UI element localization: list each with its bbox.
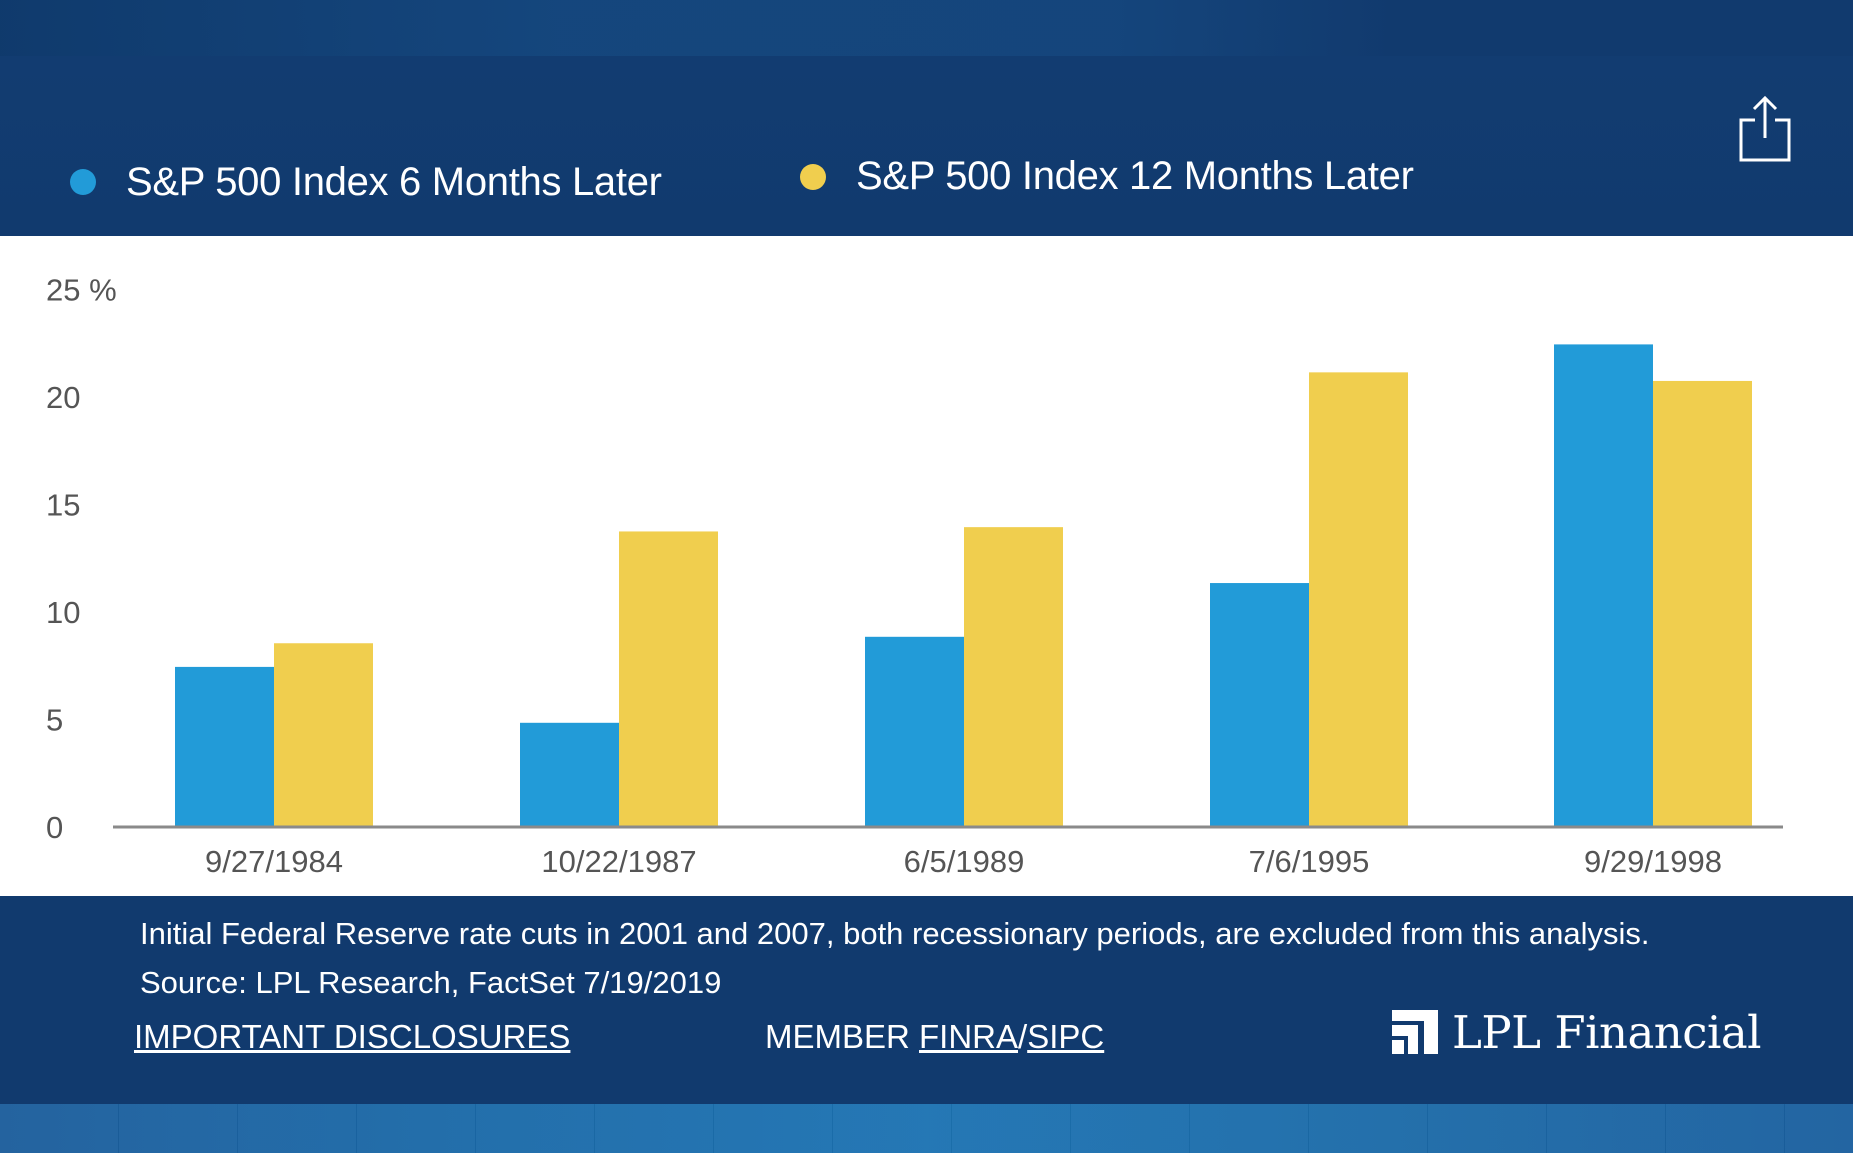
header-stripe xyxy=(0,0,1853,56)
lpl-financial-logo: LPL Financial xyxy=(1392,1006,1762,1059)
x-tick-label: 9/27/1984 xyxy=(205,844,343,879)
legend-label-12-months: S&P 500 Index 12 Months Later xyxy=(856,154,1414,198)
bottom-strip xyxy=(0,1104,1853,1153)
header-band: S&P 500 Index 6 Months Later S&P 500 Ind… xyxy=(0,0,1853,236)
bar-6-months xyxy=(865,636,964,826)
bar-6-months xyxy=(175,666,274,826)
member-prefix: MEMBER xyxy=(765,1018,920,1055)
chart-area: 0 5 10 15 20 25 % 9/27/1984 10/22/1987 6/5/1989 7… xyxy=(0,236,1853,896)
bar-12-months xyxy=(964,527,1063,826)
legend-item-6-months: S&P 500 Index 6 Months Later xyxy=(70,160,662,205)
bottom-strip-tiles xyxy=(0,1104,1853,1153)
footnote-source: Source: LPL Research, FactSet 7/19/2019 xyxy=(140,965,722,1000)
x-tick-label: 6/5/1989 xyxy=(904,844,1025,879)
share-button[interactable] xyxy=(1737,92,1793,164)
member-line: MEMBER FINRA/SIPC xyxy=(765,1018,1104,1056)
x-tick-label: 7/6/1995 xyxy=(1249,844,1370,879)
legend-item-12-months: S&P 500 Index 12 Months Later xyxy=(800,154,1414,199)
member-separator: / xyxy=(1018,1018,1028,1055)
bar-6-months xyxy=(1554,344,1653,826)
y-tick-label: 10 xyxy=(46,595,80,630)
y-tick-label: 5 xyxy=(46,703,63,738)
bar-chart: 0 5 10 15 20 25 % 9/27/1984 10/22/1987 6/5/1989 7… xyxy=(46,273,1783,879)
finra-link[interactable]: FINRA xyxy=(919,1018,1019,1055)
bar-12-months xyxy=(1309,372,1408,826)
y-tick-label: 0 xyxy=(46,810,63,845)
x-tick-label: 10/22/1987 xyxy=(541,844,696,879)
footer: Initial Federal Reserve rate cuts in 200… xyxy=(0,896,1853,1104)
logo-text: LPL Financial xyxy=(1452,1006,1762,1059)
bar-12-months xyxy=(274,643,373,826)
y-tick-label: 20 xyxy=(46,380,80,415)
chart-legend: S&P 500 Index 6 Months Later S&P 500 Ind… xyxy=(70,150,1414,214)
y-tick-label: 15 xyxy=(46,488,80,523)
bar-6-months xyxy=(520,722,619,826)
legend-dot-12-months xyxy=(800,163,826,190)
x-tick-label: 9/29/1998 xyxy=(1584,844,1722,879)
share-icon xyxy=(1739,95,1791,162)
important-disclosures-link[interactable]: IMPORTANT DISCLOSURES xyxy=(134,1018,571,1055)
bar-12-months xyxy=(1653,380,1752,826)
lpl-logo-icon xyxy=(1392,1009,1438,1054)
bar-6-months xyxy=(1210,583,1309,826)
y-tick-label: 25 % xyxy=(46,273,117,308)
sipc-link[interactable]: SIPC xyxy=(1027,1018,1105,1055)
legend-label-6-months: S&P 500 Index 6 Months Later xyxy=(126,159,662,204)
bar-12-months xyxy=(619,531,718,826)
legend-dot-6-months xyxy=(70,169,96,195)
footnote-exclusion: Initial Federal Reserve rate cuts in 200… xyxy=(140,916,1650,951)
